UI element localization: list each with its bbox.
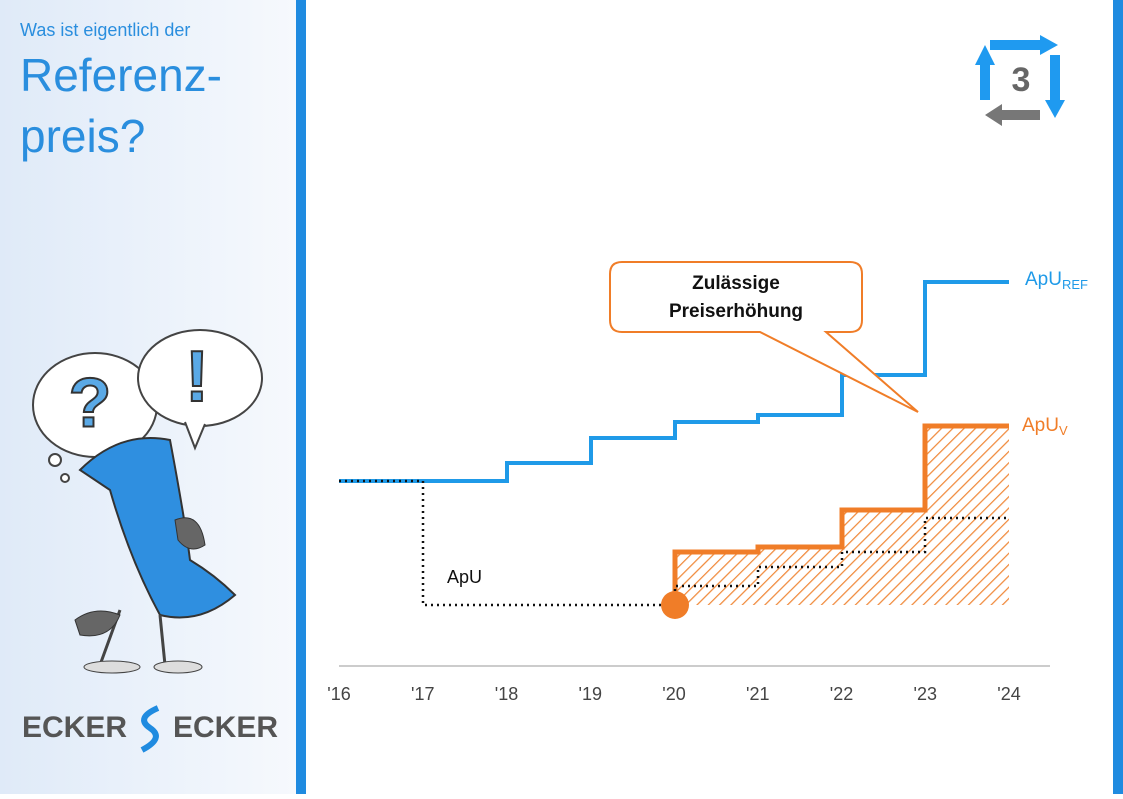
- label-main: ApU: [1022, 415, 1059, 436]
- x-tick-label: '20: [662, 684, 685, 704]
- divider: [1113, 0, 1123, 794]
- callout: [609, 261, 919, 413]
- apu-line: [339, 479, 1009, 607]
- label-sub: REF: [1062, 277, 1088, 292]
- svg-text:?: ?: [69, 363, 112, 441]
- apu-v-line: [672, 423, 1009, 605]
- illustration: ? !: [32, 329, 263, 674]
- logo-text: ECKER: [22, 711, 127, 744]
- start-point: [661, 591, 689, 619]
- x-tick-label: '17: [411, 684, 434, 704]
- title: preis?: [20, 110, 145, 162]
- title: Referenz-: [20, 49, 222, 101]
- x-tick-label: '16: [327, 684, 350, 704]
- subtitle: Was ist eigentlich der: [20, 20, 190, 40]
- x-tick-label: '22: [830, 684, 853, 704]
- series-label: ApUREF: [1025, 269, 1088, 292]
- label-sub: V: [1059, 423, 1068, 438]
- badge-number: 3: [1012, 61, 1031, 99]
- x-tick-label: '19: [579, 684, 602, 704]
- logo-mark: [140, 705, 160, 753]
- svg-text:!: !: [185, 337, 209, 417]
- callout-text: Zulässige: [692, 273, 780, 294]
- x-tick-label: '18: [495, 684, 518, 704]
- x-tick-label: '21: [746, 684, 769, 704]
- content: [306, 0, 1113, 794]
- callout-text: Preiserhöhung: [669, 301, 803, 322]
- divider: [296, 0, 306, 794]
- x-tick-label: '24: [997, 684, 1020, 704]
- label-main: ApU: [1025, 269, 1062, 290]
- x-axis: '16 '17 '18 '19 '20 '21 '22 '23 '24: [327, 684, 1020, 704]
- series-label: ApUV: [1022, 415, 1068, 438]
- apu-ref-line: [339, 280, 1009, 483]
- logo-text: ECKER: [173, 711, 278, 744]
- series-label: ApU: [447, 567, 482, 587]
- badge-icon: [975, 35, 1065, 126]
- x-tick-label: '23: [914, 684, 937, 704]
